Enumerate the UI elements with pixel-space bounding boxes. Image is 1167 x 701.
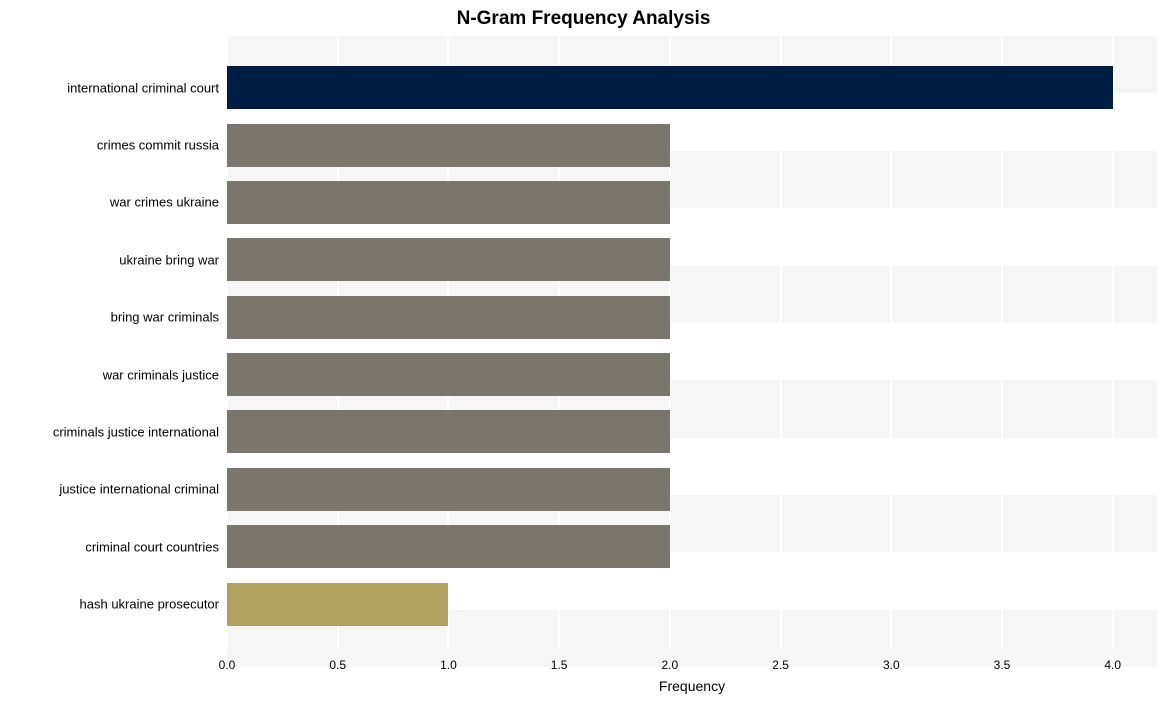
bar: [227, 124, 670, 167]
ngram-chart: N-Gram Frequency Analysis international …: [0, 0, 1167, 701]
x-gridline: [1112, 36, 1114, 650]
y-axis-label: bring war criminals: [111, 310, 227, 325]
x-tick-label: 0.0: [219, 650, 236, 672]
x-tick-label: 2.0: [662, 650, 679, 672]
x-gridline: [890, 36, 892, 650]
bar: [227, 353, 670, 396]
x-tick-label: 3.0: [883, 650, 900, 672]
bar: [227, 525, 670, 568]
y-axis-label: hash ukraine prosecutor: [80, 597, 227, 612]
x-tick-label: 1.0: [440, 650, 457, 672]
bar: [227, 468, 670, 511]
bar: [227, 66, 1113, 109]
bar: [227, 583, 448, 626]
x-tick-label: 0.5: [329, 650, 346, 672]
x-tick-label: 4.0: [1104, 650, 1121, 672]
x-axis-title: Frequency: [227, 678, 1157, 694]
bar: [227, 238, 670, 281]
y-axis-label: crimes commit russia: [97, 138, 227, 153]
x-tick-label: 1.5: [551, 650, 568, 672]
x-gridline: [780, 36, 782, 650]
x-tick-label: 2.5: [772, 650, 789, 672]
plot-area: international criminal courtcrimes commi…: [227, 36, 1157, 650]
y-axis-label: criminals justice international: [53, 424, 227, 439]
y-axis-label: criminal court countries: [85, 539, 227, 554]
x-gridline: [1001, 36, 1003, 650]
y-axis-label: ukraine bring war: [119, 252, 227, 267]
x-tick-label: 3.5: [994, 650, 1011, 672]
y-axis-label: war criminals justice: [103, 367, 227, 382]
bar: [227, 181, 670, 224]
y-axis-label: justice international criminal: [59, 482, 227, 497]
bar: [227, 410, 670, 453]
bar: [227, 296, 670, 339]
chart-title: N-Gram Frequency Analysis: [0, 8, 1167, 30]
y-axis-label: international criminal court: [67, 80, 227, 95]
y-axis-label: war crimes ukraine: [110, 195, 227, 210]
